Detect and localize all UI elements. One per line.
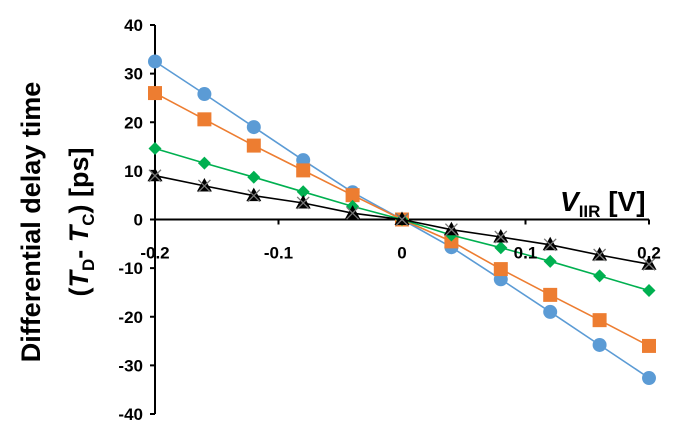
data-point-diamond [543,254,557,268]
data-point-diamond [593,269,607,283]
data-point-cross [543,238,557,252]
y-axis-label-close: ) [ps] [64,147,94,213]
data-point-diamond [642,283,656,297]
data-point-triangle [147,167,163,182]
data-point-triangle [345,205,361,219]
y-tick-label: -10 [118,259,143,278]
data-point-circle [543,304,558,319]
data-point-triangle [246,187,262,202]
y-axis-label-open: ( [64,288,94,297]
data-point-diamond [247,170,261,184]
data-point-square [345,188,360,203]
y-tick-label: 40 [124,16,143,35]
y-tick-label: 10 [124,162,143,181]
series-triangle [147,167,657,271]
data-point-cross [593,248,607,262]
y-tick-label: -20 [118,308,143,327]
data-point-square [493,262,508,277]
y-tick-label: 30 [124,65,143,84]
data-point-diamond [148,142,162,156]
data-point-diamond [494,241,508,255]
data-point-cross [148,169,162,183]
data-point-triangle [641,256,657,270]
x-tick-label: -0.2 [140,244,169,263]
data-point-cross [395,213,409,226]
data-point-circle [592,337,607,352]
y-axis-label-sub1: D [79,259,98,271]
data-point-cross [197,179,211,193]
y-axis-label-t2: T [64,223,94,242]
x-tick-label: 0.1 [514,244,538,263]
x-axis-label-sub: IIR [579,202,601,221]
x-axis-label-unit: [V] [600,186,645,217]
data-point-circle [246,120,261,135]
data-point-triangle [592,246,608,261]
data-point-cross [642,257,656,271]
y-tick-label: 0 [134,211,143,230]
data-point-triangle [443,221,459,236]
data-point-triangle [394,211,410,225]
series-layer [147,54,657,386]
data-point-cross [444,223,458,237]
data-point-square [197,112,212,127]
data-point-cross [247,189,261,203]
y-tick-label: -30 [118,356,143,375]
data-point-square [642,338,656,353]
y-tick-label: 20 [124,113,143,132]
tick-labels: 40 30 20 10 0 -10 -20 -30 -40 -0.2 -0.1 0 0.1 0.2 [118,16,660,424]
data-point-triangle [542,236,558,251]
x-tick-label: 0 [397,244,406,263]
data-point-circle [197,87,212,102]
data-point-square [246,138,261,153]
data-point-square [148,86,162,101]
data-point-triangle [493,229,509,243]
x-axis-label: VIIR [V] [560,186,646,221]
data-point-square [296,163,311,178]
x-tick-label: -0.1 [264,244,293,263]
data-point-triangle [295,194,311,209]
data-point-square [592,313,607,328]
y-tick-label: -40 [118,405,143,424]
data-point-cross [296,196,310,210]
data-point-square [543,287,558,302]
data-point-circle [642,371,656,386]
y-axis-label-t1: T [64,269,94,288]
x-tick-label: 0.2 [637,244,661,263]
x-axis-label-v: V [560,186,581,217]
y-axis-label-line1: Differential delay time [16,82,46,363]
data-point-diamond [296,185,310,199]
data-point-cross [494,230,508,244]
data-point-diamond [197,156,211,170]
data-point-circle [148,54,162,69]
y-axis-label-sub2: C [79,213,98,225]
data-point-cross [346,206,360,220]
y-axis-label-dash: - [64,242,94,259]
data-point-triangle [196,177,212,192]
y-axis-label-line2: (TD- TC) [ps] [64,147,98,296]
